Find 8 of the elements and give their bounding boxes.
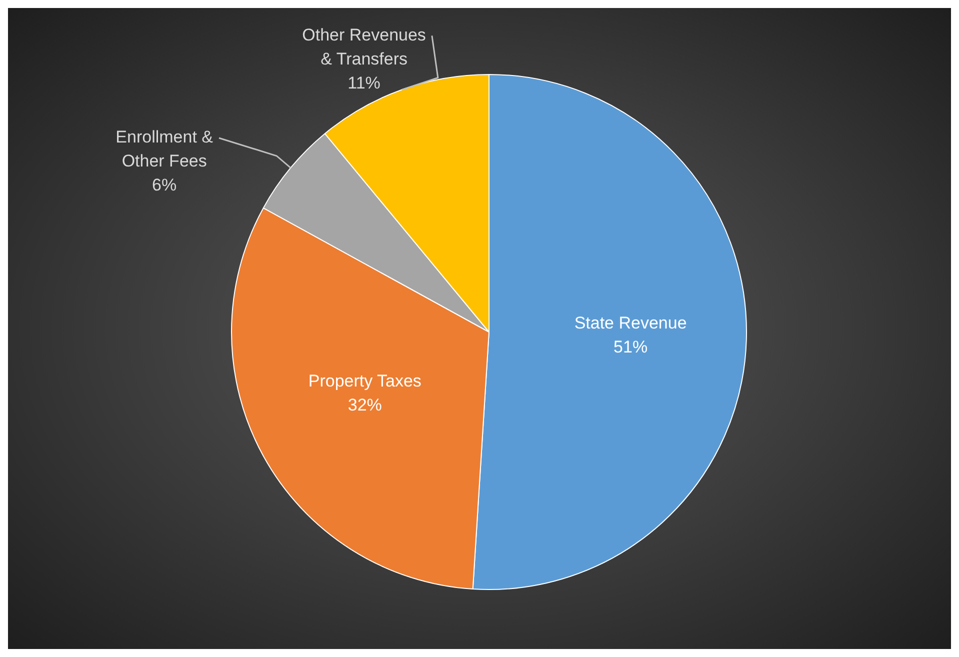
data-label: 6% — [152, 176, 177, 195]
slice-label: Enrollment & Other Fees — [116, 128, 214, 171]
slice-label: Property Taxes — [308, 372, 422, 391]
data-label: 32% — [348, 396, 382, 415]
slice-label: Other Revenues & Transfers — [302, 25, 426, 68]
data-label: 11% — [348, 73, 380, 92]
slice-label: State Revenue — [574, 314, 687, 333]
data-label: 51% — [614, 338, 648, 357]
